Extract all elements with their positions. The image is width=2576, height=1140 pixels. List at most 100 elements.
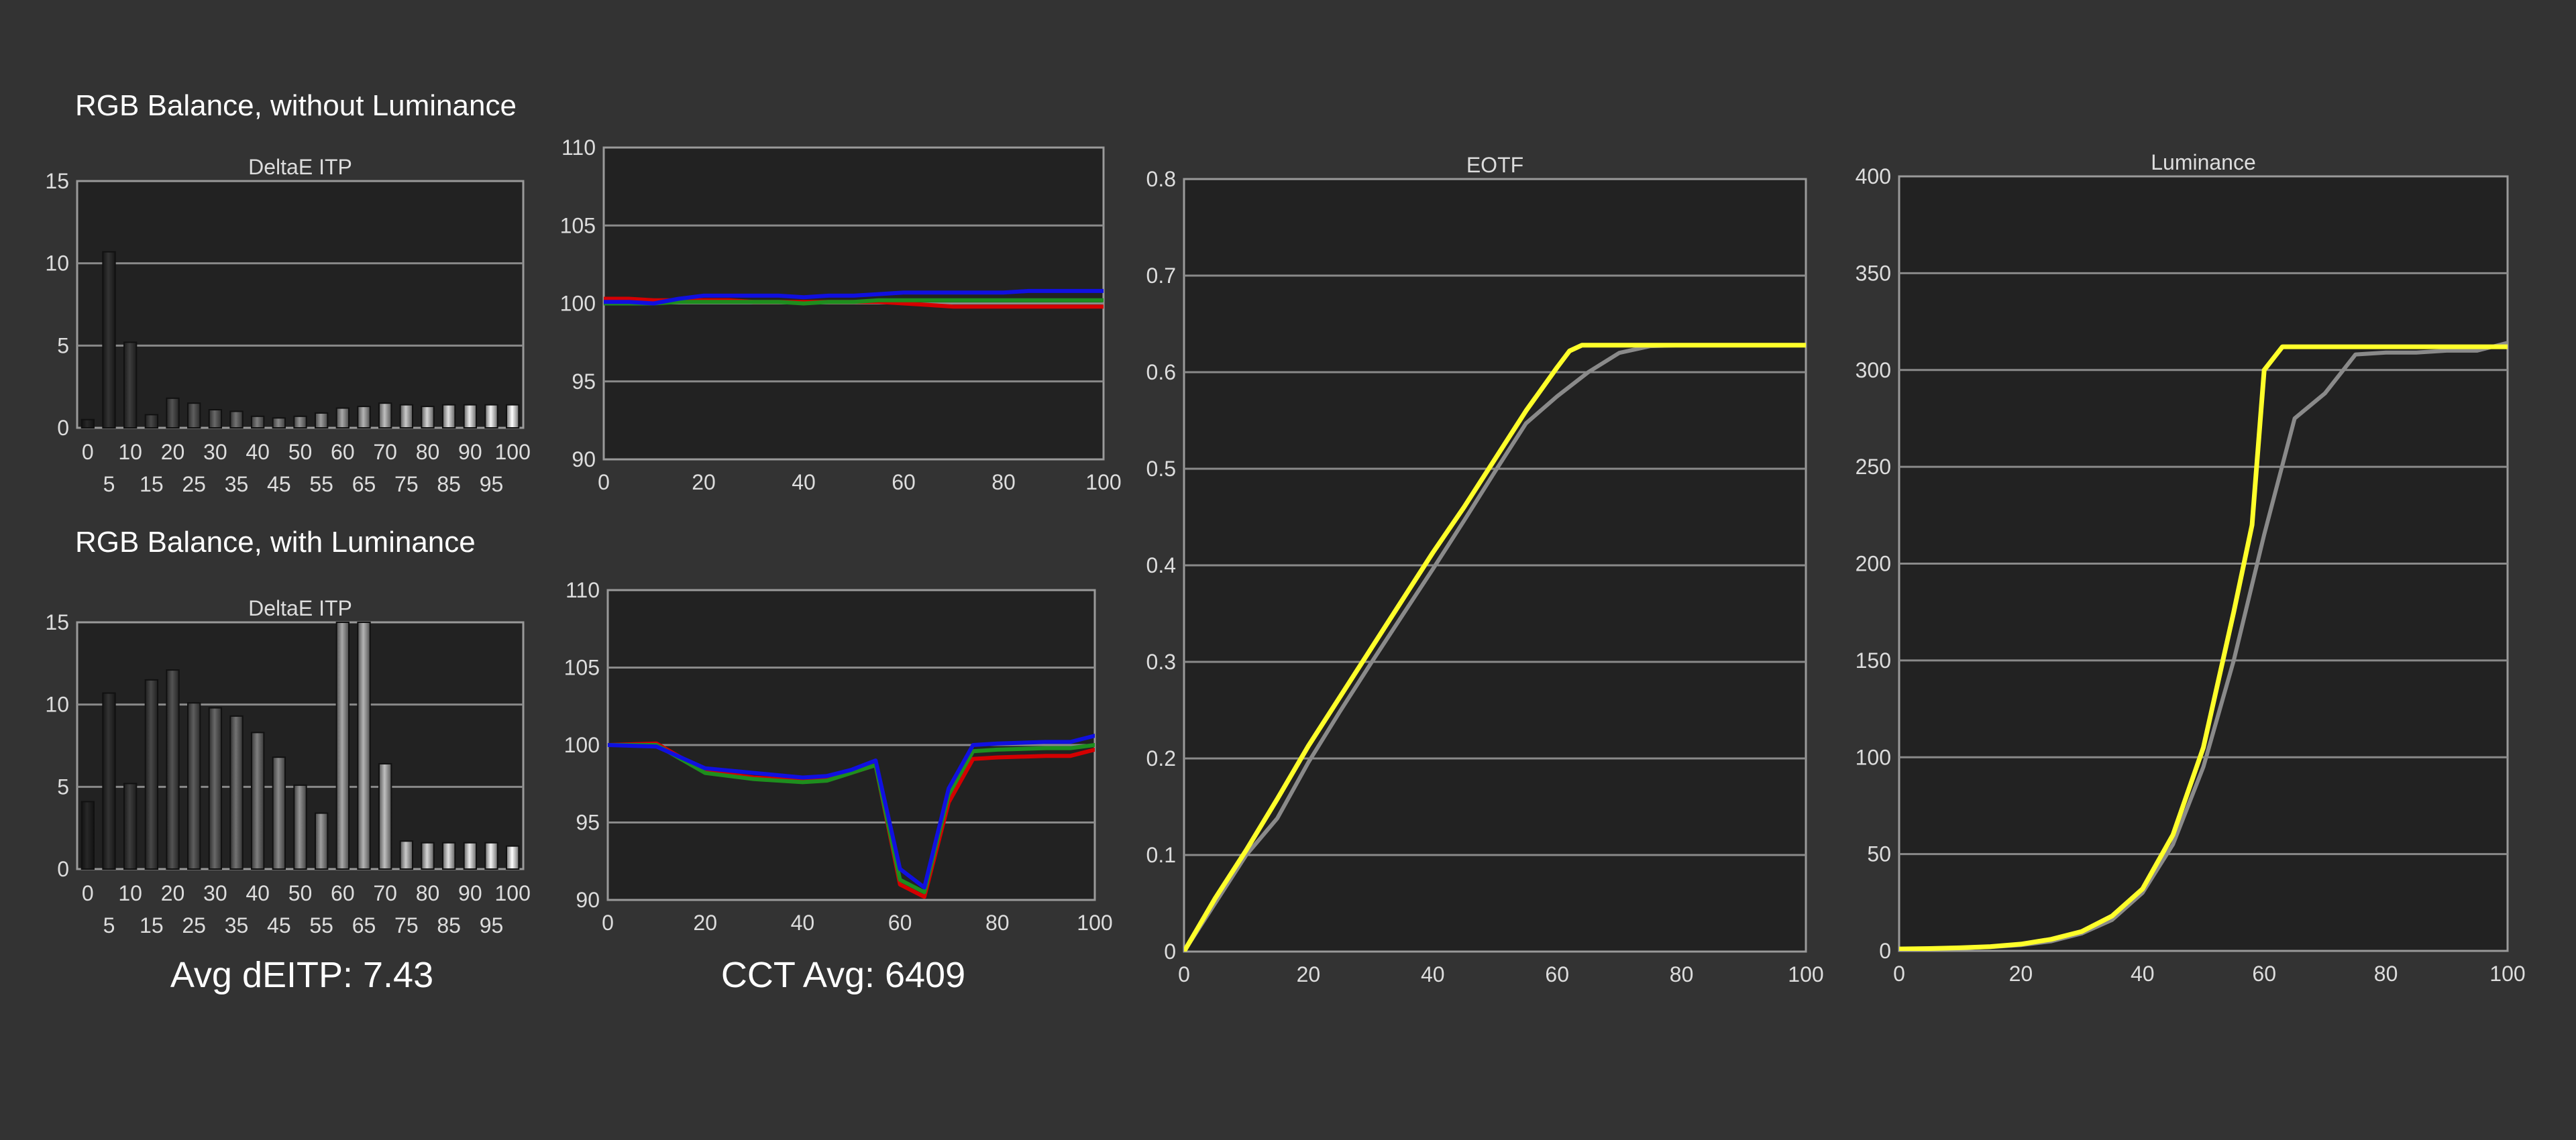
x-tick-label: 20 xyxy=(161,881,185,905)
y-tick-label: 0.4 xyxy=(1146,553,1176,577)
x-tick-label: 80 xyxy=(1670,962,1694,986)
x-tick-label: 0 xyxy=(602,911,614,935)
y-tick-label: 0 xyxy=(1164,939,1176,964)
x-tick-label: 80 xyxy=(416,881,440,905)
series-line-blue xyxy=(604,288,1104,306)
x-tick-label: 0 xyxy=(1893,962,1905,986)
section-title-without-luminance: RGB Balance, without Luminance xyxy=(75,89,517,122)
bar xyxy=(102,692,116,870)
bar xyxy=(357,406,371,429)
x-tick-label: 60 xyxy=(892,470,916,494)
y-tick-label: 10 xyxy=(45,693,69,717)
y-tick-label: 0.7 xyxy=(1146,264,1176,288)
y-tick-label: 5 xyxy=(57,775,69,799)
bar xyxy=(186,402,201,429)
bar xyxy=(272,756,286,870)
series-line-measured xyxy=(1184,343,1806,952)
x-tick-label: 0 xyxy=(1178,962,1190,986)
y-tick-label: 5 xyxy=(57,333,69,357)
avg-deitp-readout: Avg dEITP: 7.43 xyxy=(170,955,433,995)
bar xyxy=(293,415,307,429)
bar xyxy=(229,715,244,870)
x-tick-label: 0 xyxy=(598,470,610,494)
x-tick-label: 5 xyxy=(103,472,115,496)
bar xyxy=(80,418,95,429)
x-tick-label: 25 xyxy=(182,913,206,937)
x-tick-label: 35 xyxy=(225,472,249,496)
x-tick-label: 100 xyxy=(2489,962,2525,986)
y-tick-label: 100 xyxy=(560,292,596,316)
bar xyxy=(123,783,138,870)
x-tick-label: 50 xyxy=(288,881,313,905)
x-tick-label: 40 xyxy=(2131,962,2155,986)
bar xyxy=(441,404,456,429)
y-tick-label: 250 xyxy=(1856,455,1891,479)
bar xyxy=(166,669,180,870)
x-tick-label: 90 xyxy=(458,881,482,905)
rgb-balance-chart-without-luminance: 90 95 100 105 110 0 20 40 60 80 100 xyxy=(560,135,1122,494)
bar xyxy=(208,409,223,429)
y-tick-label: 0 xyxy=(57,857,69,881)
y-tick-label: 90 xyxy=(572,447,596,471)
x-tick-label: 80 xyxy=(991,470,1016,494)
x-tick-label: 100 xyxy=(494,881,530,905)
x-tick-label: 65 xyxy=(352,913,376,937)
x-tick-label: 85 xyxy=(437,913,461,937)
bar xyxy=(335,622,350,870)
x-tick-label: 20 xyxy=(161,440,185,464)
y-tick-label: 0.1 xyxy=(1146,843,1176,867)
y-tick-label: 200 xyxy=(1856,552,1891,576)
x-tick-label: 0 xyxy=(82,881,94,905)
bar xyxy=(421,406,435,429)
x-tick-label: 100 xyxy=(1077,911,1112,935)
bar xyxy=(399,840,414,870)
y-tick-label: 0.5 xyxy=(1146,457,1176,481)
bar xyxy=(378,402,392,429)
bar xyxy=(272,417,286,429)
bar xyxy=(144,679,159,870)
bar xyxy=(314,812,329,870)
y-tick-label: 300 xyxy=(1856,358,1891,382)
x-tick-label: 20 xyxy=(693,911,717,935)
y-tick-label: 105 xyxy=(560,213,596,237)
bar xyxy=(441,842,456,870)
x-tick-label: 90 xyxy=(458,440,482,464)
y-tick-label: 0.2 xyxy=(1146,746,1176,771)
x-tick-label: 0 xyxy=(82,440,94,464)
x-tick-label: 65 xyxy=(352,472,376,496)
eotf-chart: 0 0.1 0.2 0.3 0.4 0.5 0.6 0.7 0.8 EOTF 0 20 40 60 80 10… xyxy=(1146,153,1824,986)
x-tick-label: 35 xyxy=(225,913,249,937)
x-tick-label: 100 xyxy=(1085,470,1121,494)
x-tick-label: 15 xyxy=(140,472,164,496)
chart-title: EOTF xyxy=(1466,153,1523,177)
x-tick-label: 30 xyxy=(203,881,227,905)
y-tick-label: 95 xyxy=(576,811,600,835)
y-tick-label: 100 xyxy=(564,733,600,757)
x-tick-label: 20 xyxy=(692,470,716,494)
x-tick-label: 95 xyxy=(480,472,504,496)
bar xyxy=(463,842,478,870)
y-tick-label: 90 xyxy=(576,888,600,912)
x-tick-label: 45 xyxy=(267,472,291,496)
y-tick-label: 350 xyxy=(1856,261,1891,285)
bar xyxy=(293,784,307,870)
y-tick-label: 95 xyxy=(572,369,596,394)
chart-title: DeltaE ITP xyxy=(248,596,352,620)
y-tick-label: 15 xyxy=(45,610,69,634)
y-tick-label: 0 xyxy=(57,416,69,440)
x-tick-label: 40 xyxy=(792,470,816,494)
x-tick-label: 70 xyxy=(373,881,397,905)
x-tick-label: 55 xyxy=(309,472,333,496)
bar xyxy=(484,404,498,429)
x-tick-label: 95 xyxy=(480,913,504,937)
x-tick-label: 10 xyxy=(118,440,142,464)
bar xyxy=(484,842,498,870)
y-tick-label: 0.3 xyxy=(1146,650,1176,674)
y-tick-label: 400 xyxy=(1856,164,1891,188)
x-tick-label: 100 xyxy=(1788,962,1823,986)
y-tick-label: 10 xyxy=(45,251,69,276)
x-tick-label: 60 xyxy=(331,881,355,905)
